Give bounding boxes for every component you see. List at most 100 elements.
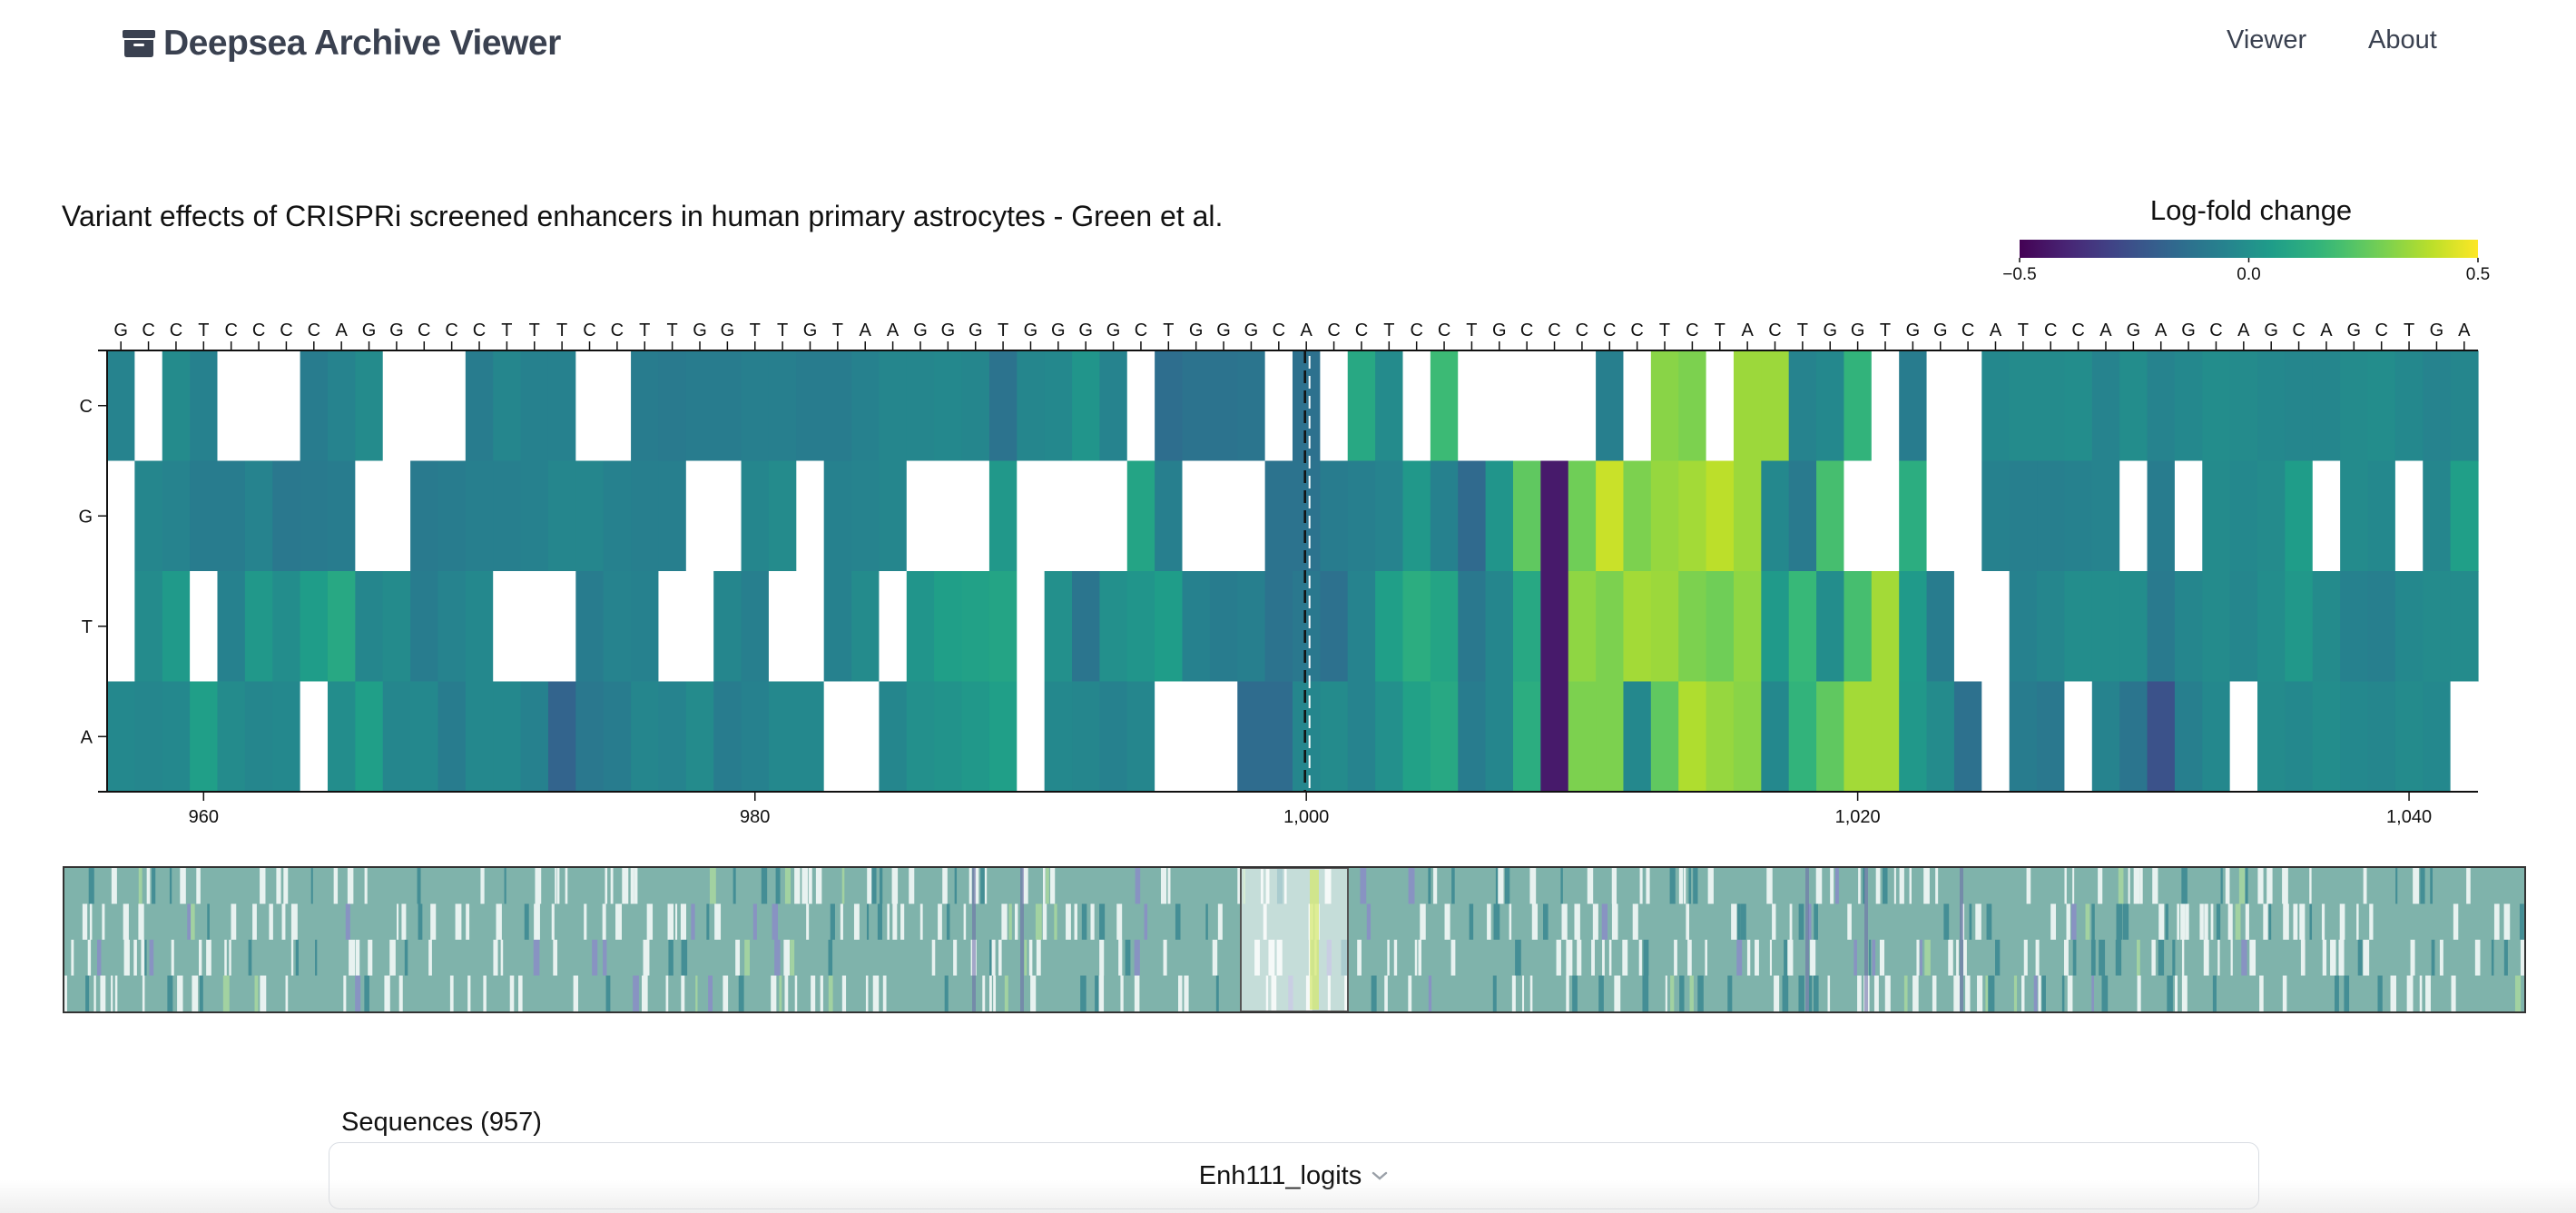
heatmap-cell[interactable] (2450, 350, 2479, 462)
heatmap-cell[interactable] (1953, 460, 1982, 572)
heatmap-cell[interactable] (327, 350, 356, 462)
heatmap-cell[interactable] (768, 350, 797, 462)
heatmap-cell[interactable] (741, 350, 770, 462)
heatmap-cell[interactable] (2312, 460, 2341, 572)
heatmap-cell[interactable] (1623, 460, 1652, 572)
heatmap-cell[interactable] (272, 350, 301, 462)
heatmap-cell[interactable] (2229, 681, 2258, 793)
heatmap-cell[interactable] (493, 350, 522, 462)
heatmap-cell[interactable] (1596, 350, 1625, 462)
heatmap-cell[interactable] (162, 681, 191, 793)
heatmap-cell[interactable] (217, 571, 246, 683)
heatmap-cell[interactable] (1512, 681, 1541, 793)
heatmap-cell[interactable] (1650, 350, 1679, 462)
heatmap-cell[interactable] (658, 571, 687, 683)
heatmap-cell[interactable] (1293, 571, 1321, 683)
heatmap-cell[interactable] (1485, 571, 1514, 683)
heatmap-cell[interactable] (631, 460, 660, 572)
heatmap-cell[interactable] (961, 460, 990, 572)
heatmap-cell[interactable] (934, 460, 963, 572)
heatmap-cell[interactable] (1182, 681, 1211, 793)
heatmap-cell[interactable] (2119, 681, 2148, 793)
heatmap-cell[interactable] (1568, 571, 1597, 683)
heatmap-cell[interactable] (1072, 571, 1100, 683)
heatmap-cell[interactable] (520, 460, 549, 572)
heatmap-cell[interactable] (2257, 571, 2286, 683)
heatmap-cell[interactable] (1623, 350, 1652, 462)
heatmap-cell[interactable] (1237, 460, 1266, 572)
heatmap-cell[interactable] (796, 571, 825, 683)
heatmap-cell[interactable] (1953, 350, 1982, 462)
heatmap-cell[interactable] (1953, 681, 1982, 793)
heatmap-cell[interactable] (1926, 681, 1955, 793)
heatmap-cell[interactable] (355, 350, 384, 462)
heatmap-cell[interactable] (1816, 571, 1845, 683)
heatmap-cell[interactable] (2257, 460, 2286, 572)
heatmap-cell[interactable] (2009, 571, 2038, 683)
heatmap-cell[interactable] (190, 571, 219, 683)
heatmap-cell[interactable] (934, 681, 963, 793)
heatmap-cell[interactable] (1375, 681, 1404, 793)
heatmap-cell[interactable] (1733, 460, 1762, 572)
heatmap-cell[interactable] (575, 350, 605, 462)
heatmap-cell[interactable] (1568, 460, 1597, 572)
heatmap-cell[interactable] (1155, 460, 1184, 572)
heatmap-cell[interactable] (603, 571, 632, 683)
heatmap-cell[interactable] (2285, 460, 2314, 572)
heatmap-cell[interactable] (2091, 460, 2120, 572)
heatmap-cell[interactable] (1237, 350, 1266, 462)
heatmap-cell[interactable] (1871, 460, 1900, 572)
heatmap-cell[interactable] (2091, 681, 2120, 793)
heatmap-cell[interactable] (244, 571, 273, 683)
heatmap-cell[interactable] (879, 460, 908, 572)
heatmap-cell[interactable] (631, 571, 660, 683)
heatmap-cell[interactable] (465, 681, 494, 793)
heatmap-cell[interactable] (2147, 571, 2176, 683)
heatmap-cell[interactable] (685, 681, 714, 793)
heatmap-cell[interactable] (2064, 571, 2093, 683)
heatmap-cell[interactable] (382, 460, 411, 572)
heatmap-cell[interactable] (1155, 571, 1184, 683)
heatmap-cell[interactable] (1209, 460, 1238, 572)
heatmap-cell[interactable] (1347, 350, 1376, 462)
heatmap-cell[interactable] (107, 681, 135, 793)
heatmap-cell[interactable] (1458, 350, 1487, 462)
heatmap-cell[interactable] (1485, 350, 1514, 462)
heatmap-cell[interactable] (1402, 350, 1431, 462)
heatmap-cell[interactable] (1568, 681, 1597, 793)
sequence-select[interactable]: Enh111_logits (329, 1142, 2259, 1209)
heatmap-cell[interactable] (327, 460, 356, 572)
heatmap-cell[interactable] (1099, 460, 1128, 572)
heatmap-cell[interactable] (603, 350, 632, 462)
heatmap-cell[interactable] (1375, 571, 1404, 683)
heatmap-cell[interactable] (1926, 571, 1955, 683)
heatmap-cell[interactable] (768, 460, 797, 572)
heatmap-cell[interactable] (2285, 350, 2314, 462)
overview-selection-window[interactable] (1240, 867, 1349, 1012)
heatmap-cell[interactable] (1072, 460, 1100, 572)
heatmap-cell[interactable] (879, 350, 908, 462)
heatmap-cell[interactable] (107, 350, 135, 462)
heatmap-cell[interactable] (2394, 681, 2424, 793)
heatmap-cell[interactable] (272, 460, 301, 572)
heatmap-cell[interactable] (1596, 460, 1625, 572)
heatmap-cell[interactable] (547, 460, 576, 572)
heatmap-cell[interactable] (1182, 571, 1211, 683)
heatmap-cell[interactable] (2285, 571, 2314, 683)
heatmap-cell[interactable] (547, 681, 576, 793)
heatmap-cell[interactable] (2064, 350, 2093, 462)
heatmap-cell[interactable] (1320, 681, 1349, 793)
heatmap-cell[interactable] (300, 460, 329, 572)
heatmap-cell[interactable] (768, 681, 797, 793)
heatmap-cell[interactable] (879, 571, 908, 683)
heatmap-cell[interactable] (2009, 681, 2038, 793)
heatmap-cell[interactable] (1512, 571, 1541, 683)
heatmap-cell[interactable] (2367, 571, 2396, 683)
heatmap-cell[interactable] (1155, 681, 1184, 793)
heatmap-cell[interactable] (575, 681, 605, 793)
nav-link-viewer[interactable]: Viewer (2227, 25, 2307, 54)
heatmap-cell[interactable] (107, 460, 135, 572)
heatmap-cell[interactable] (2340, 460, 2369, 572)
heatmap-cell[interactable] (1899, 350, 1928, 462)
heatmap-cell[interactable] (2229, 460, 2258, 572)
